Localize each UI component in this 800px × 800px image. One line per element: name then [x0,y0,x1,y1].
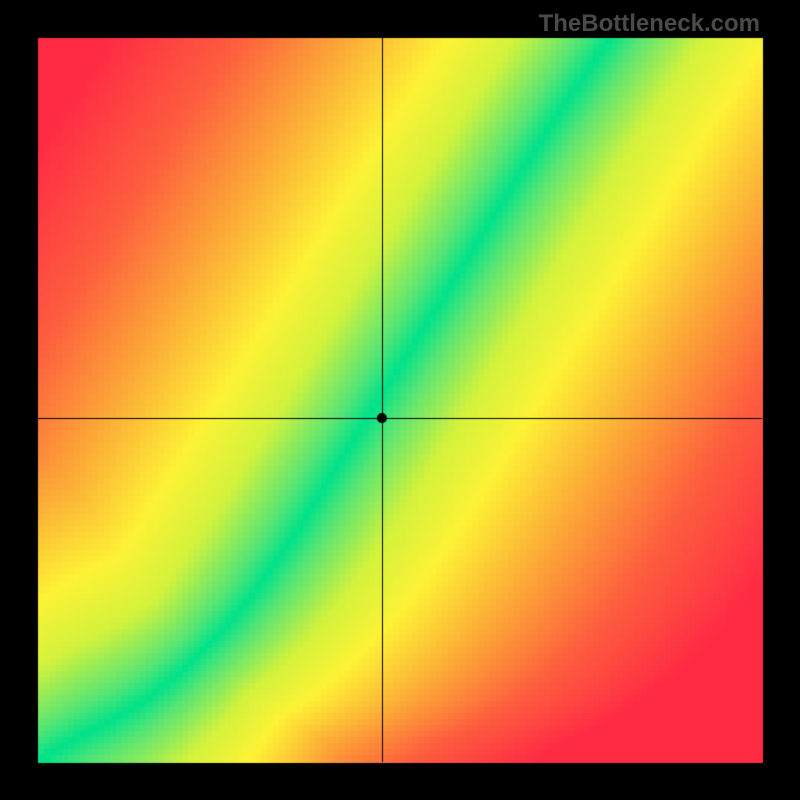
bottleneck-heatmap [0,0,800,800]
watermark-text: TheBottleneck.com [539,10,760,38]
chart-container: TheBottleneck.com [0,0,800,800]
